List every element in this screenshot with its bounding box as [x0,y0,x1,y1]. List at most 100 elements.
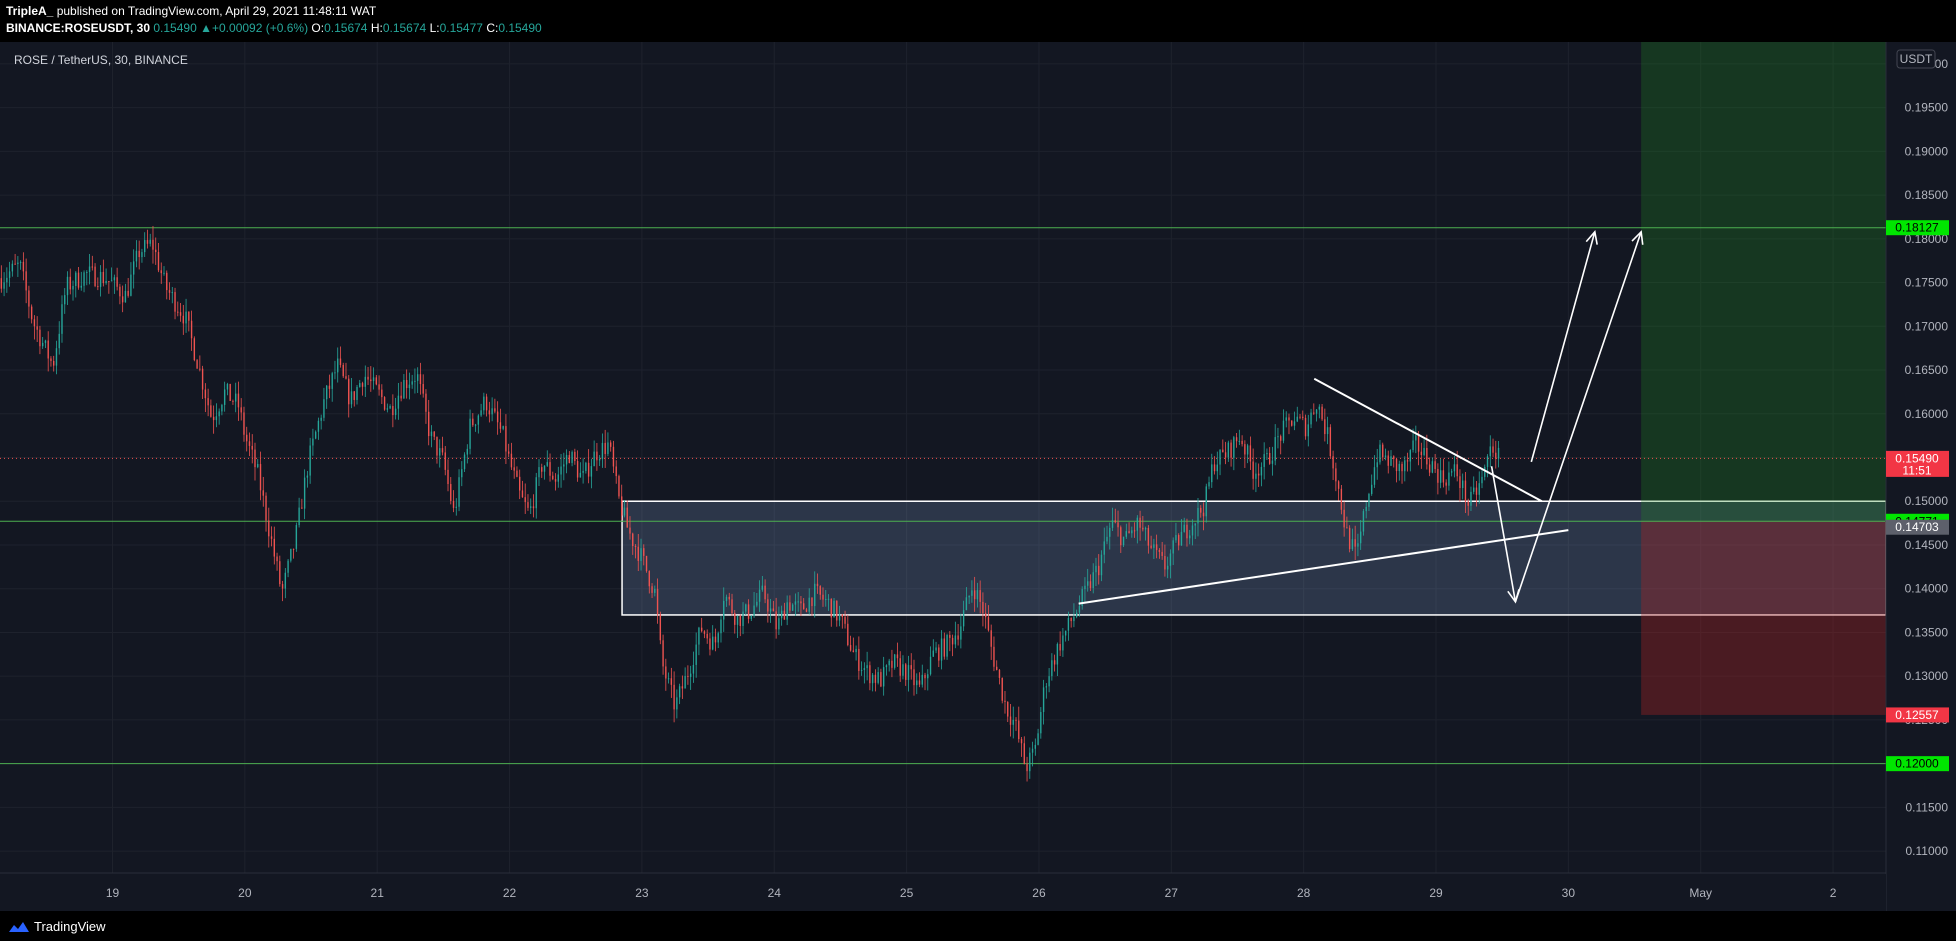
candle-up [463,454,466,470]
candle-up [221,404,223,412]
candle-up [1211,464,1213,483]
candle-down [1200,507,1202,513]
candle-up [411,381,413,385]
time-tick-label: 30 [1562,886,1576,900]
candle-up [1359,531,1362,544]
candle-down [869,665,871,684]
candle-up [6,277,8,283]
candle-up [1125,531,1128,537]
candle-down [1321,406,1323,420]
candle-up [397,395,400,409]
candle-down [182,315,185,324]
candle-down [521,490,524,498]
candle-up [742,611,744,626]
candle-down [913,669,915,686]
candle-up [1081,589,1083,607]
candle-up [1092,572,1094,588]
candle-up [1271,460,1274,464]
candle-down [265,495,267,521]
candle-up [750,615,753,619]
candle-down [816,583,819,587]
tradingview-logo-icon[interactable] [8,921,30,933]
candle-down [251,445,253,450]
candle-down [1117,522,1119,528]
arrow-line [1514,231,1642,603]
candle-up [946,634,948,657]
candle-down [188,311,190,321]
price-tick-label: 0.13500 [1905,625,1949,639]
candle-down [604,442,606,454]
candle-up [954,635,957,645]
candle-up [929,656,932,675]
candle-down [1015,719,1017,721]
candle-down [441,448,444,453]
low-label: L: [429,21,440,35]
candle-up [557,474,560,482]
candle-up [44,340,47,343]
candle-up [1365,506,1367,512]
candle-down [803,603,805,610]
time-axis[interactable] [0,874,1886,911]
candle-down [1230,442,1232,458]
candle-down [1434,461,1436,469]
candle-up [372,377,375,382]
candle-down [510,453,513,468]
candle-down [1340,488,1343,510]
candle-down [1337,481,1340,489]
candle-up [11,263,14,272]
candle-up [921,674,923,685]
candle-down [899,658,901,676]
candle-down [632,533,634,547]
candle-up [480,410,482,416]
price-change: +0.00092 (+0.6%) [212,21,309,35]
price-tick-label: 0.15000 [1905,494,1949,508]
candle-down [516,470,518,477]
candle-down [270,536,273,539]
candle-up [394,408,397,416]
candle-up [976,590,979,600]
tradingview-brand[interactable]: TradingView [34,919,106,934]
candle-up [1315,409,1318,414]
time-tick-label: 21 [371,886,385,900]
candle-down [452,500,455,508]
candles-layer [0,225,1500,782]
candle-down [1332,456,1334,469]
candle-up [1166,565,1169,570]
candle-up [1423,447,1425,456]
candle-down [160,270,162,274]
candle-up [1318,406,1321,410]
candle-down [22,261,25,272]
candle-down [764,585,766,600]
candle-up [1172,540,1174,554]
author-name[interactable]: TripleA_ [6,4,54,18]
candle-up [306,475,309,478]
candle-down [1426,447,1428,465]
candle-down [896,654,899,659]
arrow-head-icon [1585,230,1598,245]
candle-down [874,674,877,683]
candle-up [888,660,890,666]
candle-up [571,451,573,463]
candle-up [1136,517,1139,531]
candle-up [717,633,719,643]
candle-up [725,596,728,601]
candle-down [1428,464,1431,473]
candle-up [149,239,151,244]
candle-down [207,398,209,406]
candle-down [450,484,452,501]
candle-down [996,666,998,670]
candle-up [882,667,885,687]
candle-up [1497,447,1500,459]
candle-down [1324,419,1326,435]
candle-up [414,380,416,382]
candle-down [957,635,959,640]
candle-down [772,608,775,612]
candle-down [196,360,198,369]
currency-button[interactable] [1896,49,1936,69]
price-tick-label: 0.18500 [1905,188,1949,202]
candle-down [1004,700,1006,702]
candle-down [524,497,526,503]
candle-up [1045,686,1048,688]
price-chart[interactable]: 0.200000.195000.190000.185000.180000.175… [0,42,1956,911]
candle-down [910,665,912,670]
